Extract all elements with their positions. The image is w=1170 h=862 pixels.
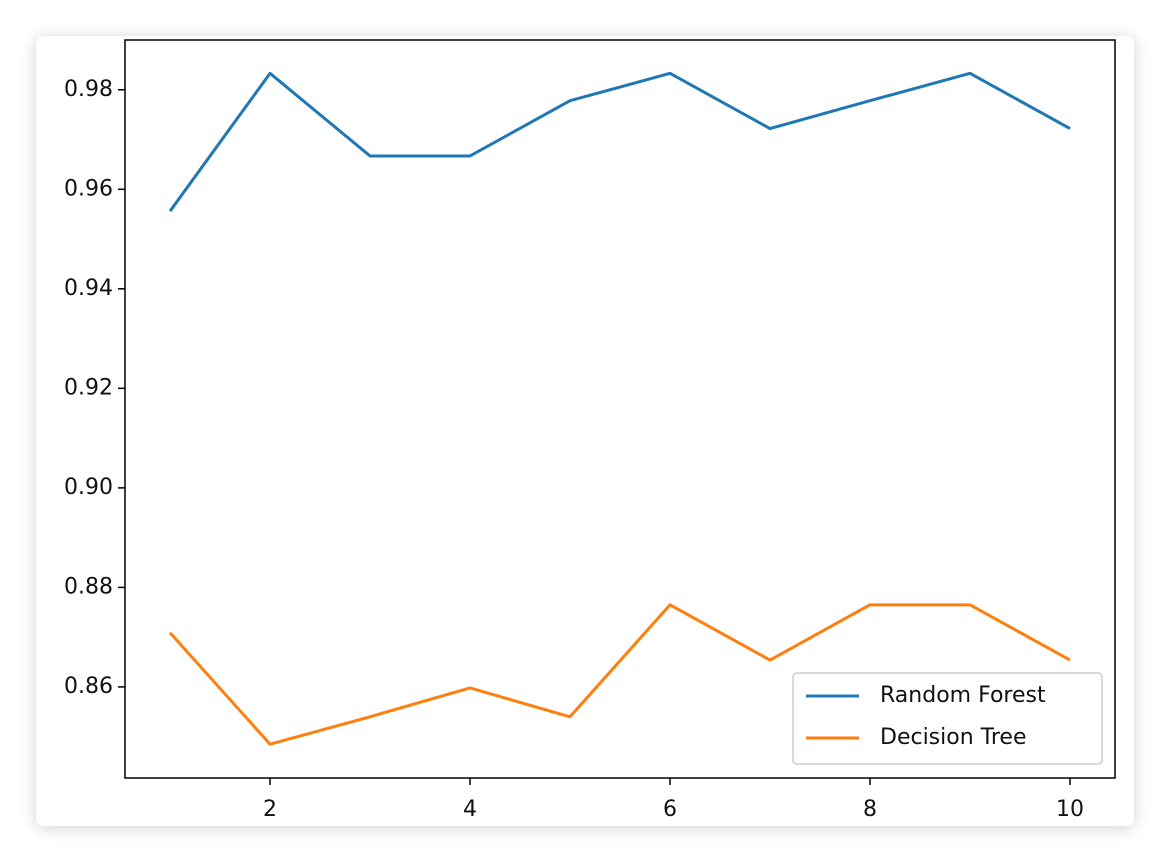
y-tick-label: 0.96 bbox=[64, 176, 113, 201]
x-tick-label: 2 bbox=[263, 797, 277, 822]
y-tick-label: 0.86 bbox=[64, 674, 113, 699]
x-tick-label: 10 bbox=[1056, 797, 1084, 822]
y-tick-label: 0.94 bbox=[64, 276, 113, 301]
series-line bbox=[168, 71, 1071, 213]
card bbox=[36, 36, 1134, 826]
x-tick-label: 4 bbox=[463, 797, 477, 822]
x-tick-label: 8 bbox=[863, 797, 877, 822]
y-tick-label: 0.90 bbox=[64, 475, 113, 500]
legend-label: Random Forest bbox=[880, 683, 1046, 708]
x-tick-label: 6 bbox=[663, 797, 677, 822]
series-line bbox=[168, 603, 1071, 746]
y-tick-label: 0.92 bbox=[64, 375, 113, 400]
legend-box bbox=[792, 672, 1103, 765]
legend-label: Decision Tree bbox=[880, 725, 1027, 750]
y-tick-label: 0.98 bbox=[64, 77, 113, 102]
y-tick-label: 0.88 bbox=[64, 574, 113, 599]
axes-frame bbox=[124, 39, 1116, 779]
legend: Random Forest Decision Tree bbox=[792, 672, 1103, 765]
